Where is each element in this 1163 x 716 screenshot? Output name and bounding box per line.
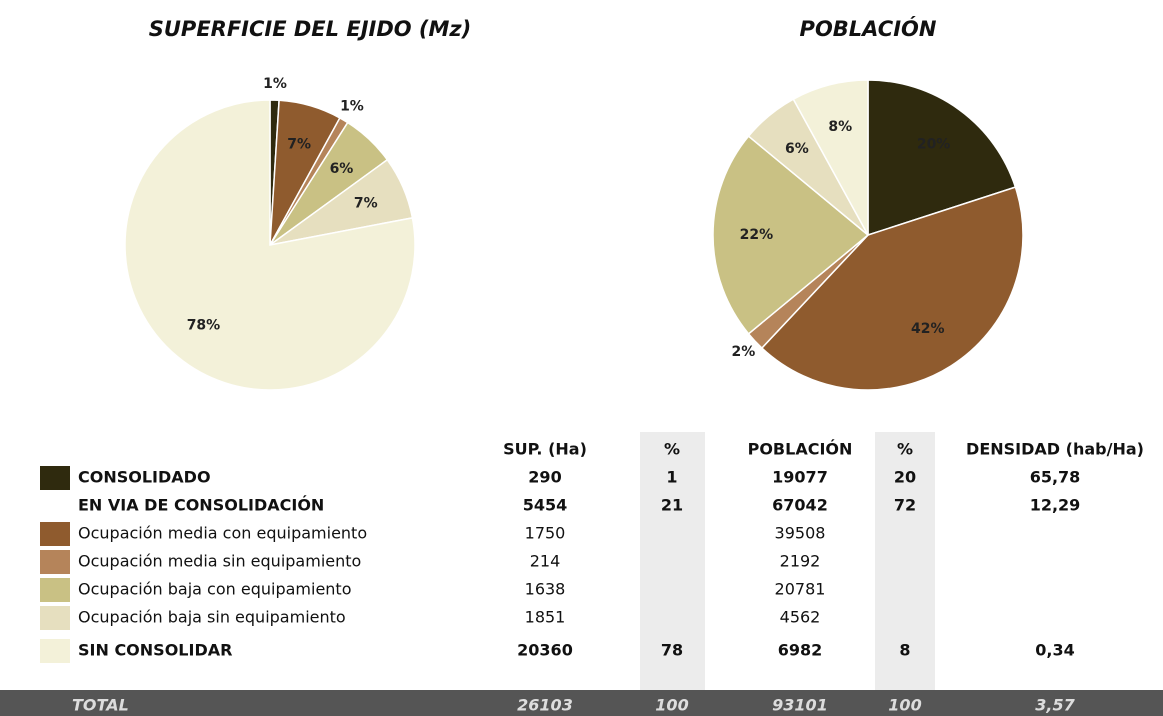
slice-label: 42% [911, 321, 945, 337]
row-label: Ocupación media sin equipamiento [78, 552, 361, 571]
cell: 21 [661, 496, 683, 515]
cell: 1 [666, 468, 677, 487]
row-label: Ocupación baja con equipamiento [78, 580, 351, 599]
row-label: EN VIA DE CONSOLIDACIÓN [78, 496, 324, 515]
row-swatch [40, 606, 70, 630]
row-swatch [40, 550, 70, 574]
chart-title: POBLACIÓN [800, 16, 937, 41]
column-header: SUP. (Ha) [503, 440, 587, 459]
slice-label: 20% [917, 137, 951, 153]
row-swatch [40, 466, 70, 490]
row-label: SIN CONSOLIDAR [78, 641, 232, 660]
cell: 4562 [780, 608, 821, 627]
slice-label: 6% [785, 141, 809, 157]
row-label: Ocupación media con equipamiento [78, 524, 367, 543]
cell: 8 [899, 641, 910, 660]
cell: 20 [894, 468, 916, 487]
cell: 0,34 [1035, 641, 1074, 660]
pie-slice [792, 79, 869, 236]
total-cell: 3,57 [1035, 696, 1075, 715]
slice-label: 7% [354, 196, 378, 212]
cell: 72 [894, 496, 916, 515]
total-cell: 100 [655, 696, 688, 715]
total-band [0, 690, 1163, 716]
cell: 67042 [772, 496, 828, 515]
cell: 20360 [517, 641, 573, 660]
slice-label: 8% [828, 119, 852, 135]
row-label: Ocupación baja sin equipamiento [78, 608, 346, 627]
cell: 6982 [778, 641, 823, 660]
cell: 12,29 [1030, 496, 1081, 515]
cell: 39508 [775, 524, 826, 543]
column-header: % [897, 440, 913, 459]
row-label: CONSOLIDADO [78, 468, 211, 487]
total-cell: 93101 [772, 696, 828, 715]
total-cell: 26103 [517, 696, 573, 715]
cell: 65,78 [1030, 468, 1081, 487]
column-header: DENSIDAD (hab/Ha) [966, 440, 1144, 459]
slice-label: 22% [740, 227, 774, 243]
chart-title: SUPERFICIE DEL EJIDO (Mz) [149, 17, 471, 41]
slice-label: 6% [330, 161, 354, 177]
column-header: % [664, 440, 680, 459]
slice-label: 2% [731, 344, 755, 360]
cell: 2192 [780, 552, 821, 571]
pie-slice [760, 186, 1024, 391]
column-header: POBLACIÓN [748, 440, 853, 459]
row-swatch [40, 639, 70, 663]
total-cell: 100 [888, 696, 921, 715]
slice-label: 1% [263, 76, 287, 92]
cell: 19077 [772, 468, 828, 487]
cell: 78 [661, 641, 683, 660]
slice-label: 1% [340, 98, 364, 114]
pie-slice [712, 135, 870, 335]
column-band [875, 432, 935, 690]
cell: 5454 [523, 496, 568, 515]
pie-slice [867, 79, 1017, 237]
column-band [640, 432, 705, 690]
cell: 1750 [525, 524, 566, 543]
pie-slice [124, 99, 416, 391]
slice-label: 78% [187, 317, 221, 333]
row-swatch [40, 578, 70, 602]
row-swatch [40, 522, 70, 546]
cell: 20781 [775, 580, 826, 599]
cell: 290 [528, 468, 561, 487]
cell: 214 [530, 552, 561, 571]
slice-label: 7% [287, 137, 311, 153]
cell: 1851 [525, 608, 566, 627]
cell: 1638 [525, 580, 566, 599]
total-label: TOTAL [72, 696, 129, 715]
